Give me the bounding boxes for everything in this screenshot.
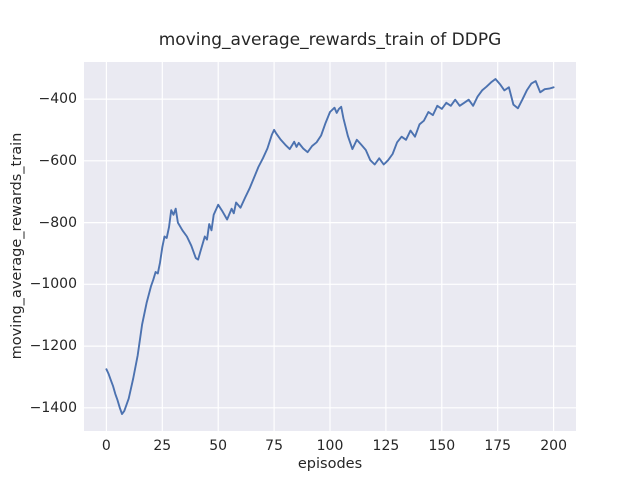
- x-tick-label: 125: [372, 438, 400, 454]
- y-tick-label: −1000: [29, 276, 77, 293]
- x-tick-label: 175: [484, 438, 512, 454]
- x-tick-label: 50: [209, 438, 228, 454]
- data-line: [105, 78, 555, 415]
- x-tick-label: 150: [428, 438, 456, 454]
- plot-area: [84, 62, 576, 431]
- y-tick-label: −1200: [29, 338, 77, 355]
- x-tick-label: 200: [540, 438, 567, 454]
- x-tick-label: 75: [265, 438, 283, 454]
- y-tick-label: −1400: [29, 399, 77, 416]
- y-tick-label: −400: [38, 91, 77, 108]
- y-tick-label: −600: [38, 152, 77, 169]
- x-tick-label: 0: [101, 438, 111, 454]
- x-tick-label: 25: [153, 438, 172, 454]
- x-tick-label: 100: [316, 438, 344, 454]
- chart-title: moving_average_rewards_train of DDPG: [158, 30, 502, 50]
- line-plot: [84, 62, 576, 431]
- y-tick-label: −800: [38, 214, 77, 231]
- y-axis-label: moving_average_rewards_train: [9, 132, 25, 360]
- x-axis-label: episodes: [297, 456, 363, 472]
